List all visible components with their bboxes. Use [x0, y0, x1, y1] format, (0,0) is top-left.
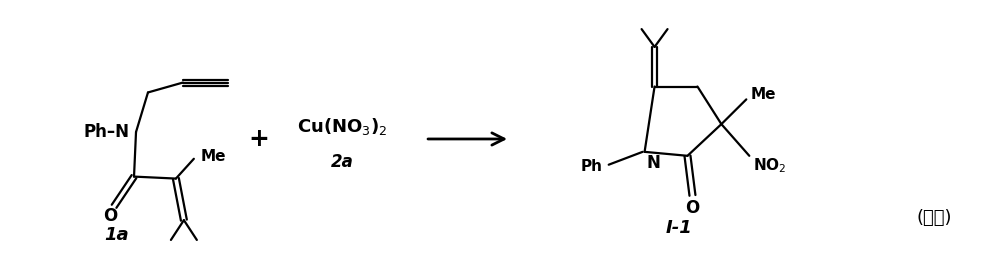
- Text: 1a: 1a: [104, 226, 128, 244]
- Text: O: O: [103, 207, 117, 225]
- Text: Me: Me: [750, 87, 776, 102]
- Text: Ph–N: Ph–N: [83, 123, 129, 141]
- Text: NO$_2$: NO$_2$: [753, 156, 787, 175]
- Text: Cu(NO$_3$)$_2$: Cu(NO$_3$)$_2$: [297, 116, 388, 137]
- Text: Me: Me: [201, 149, 226, 164]
- Text: (式二): (式二): [916, 209, 952, 227]
- Text: I-1: I-1: [666, 219, 693, 237]
- Text: +: +: [248, 127, 269, 151]
- Text: O: O: [685, 199, 700, 217]
- Text: Ph: Ph: [581, 159, 603, 174]
- Text: N: N: [647, 154, 660, 172]
- Text: 2a: 2a: [331, 153, 354, 171]
